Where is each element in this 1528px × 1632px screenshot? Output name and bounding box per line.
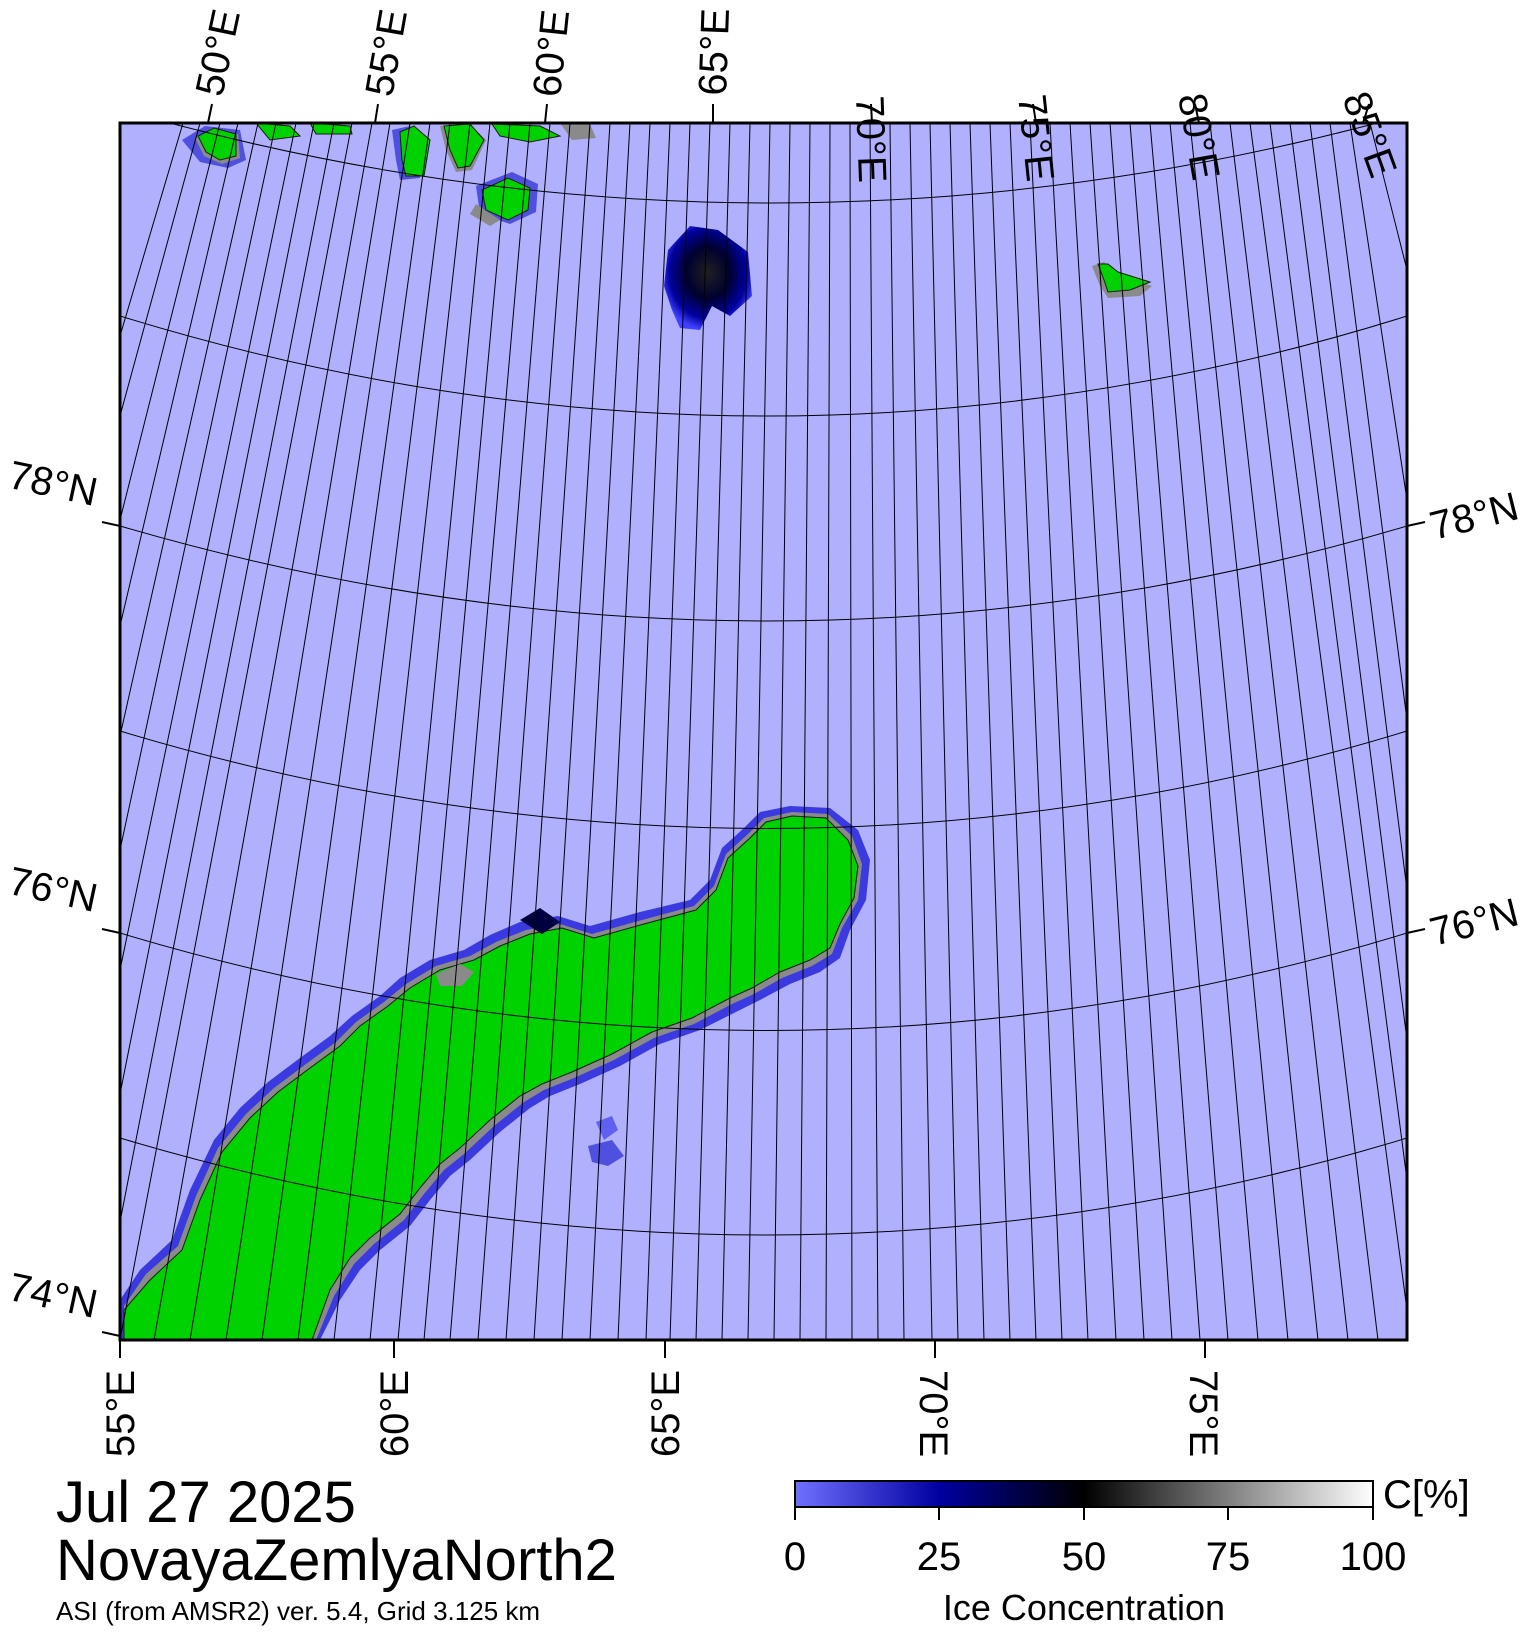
parallel-75n <box>120 1137 1407 1236</box>
colorbar-unit: C[%] <box>1383 1473 1470 1517</box>
colorbar-gradient <box>794 1480 1374 1508</box>
bottom-lon-label: 75°E <box>1181 1370 1225 1457</box>
colorbar-tick-label: 100 <box>1340 1535 1407 1579</box>
bottom-lon-label: 65°E <box>644 1370 688 1457</box>
bottom-lon-label: 60°E <box>373 1370 417 1457</box>
top-lon-label: 70°E <box>847 95 894 184</box>
colorbar-tick-label: 75 <box>1206 1535 1251 1579</box>
date-title: Jul 27 2025 <box>56 1470 356 1535</box>
top-lon-label: 65°E <box>691 8 738 97</box>
right-lat-label: 76°N <box>1426 890 1523 954</box>
top-lon-label: 50°E <box>188 5 249 99</box>
right-lat-label: 78°N <box>1426 484 1523 548</box>
colorbar: C[%] 0 25 50 75 100 Ice Concentration <box>784 1473 1470 1628</box>
top-lon-label: 55°E <box>358 6 416 99</box>
bottom-longitude-labels: 55°E 60°E 65°E 70°E 75°E <box>99 1370 1225 1457</box>
left-lat-label: 76°N <box>5 859 102 921</box>
left-lat-label: 78°N <box>5 453 102 515</box>
parallel-76n <box>120 932 1407 1031</box>
parallel-78-5n <box>120 315 1407 417</box>
colorbar-label: Ice Concentration <box>943 1587 1225 1628</box>
colorbar-tick-label: 50 <box>1062 1535 1107 1579</box>
parallel-77n <box>120 730 1407 829</box>
novaya-zemlya <box>120 806 870 1340</box>
colorbar-tick-label: 25 <box>917 1535 962 1579</box>
left-latitude-labels: 78°N 76°N 74°N <box>5 453 102 1327</box>
top-lon-label: 75°E <box>1009 92 1062 183</box>
bottom-lon-label: 55°E <box>99 1370 143 1457</box>
graticule <box>120 123 1407 1340</box>
colorbar-tick-label: 0 <box>784 1535 806 1579</box>
parallel-79n <box>169 123 1378 204</box>
region-title: NovayaZemlyaNorth2 <box>56 1528 617 1593</box>
top-lon-label: 60°E <box>525 8 578 99</box>
bottom-lon-label: 70°E <box>911 1370 955 1457</box>
map-frame <box>118 121 1409 1342</box>
left-lat-label: 74°N <box>5 1265 102 1327</box>
right-latitude-labels: 78°N 76°N <box>1426 484 1523 954</box>
parallel-78n <box>120 525 1407 622</box>
frame-ticks <box>101 103 1426 1358</box>
sea-ice-patch <box>664 226 752 330</box>
product-line: ASI (from AMSR2) ver. 5.4, Grid 3.125 km <box>56 1596 541 1626</box>
